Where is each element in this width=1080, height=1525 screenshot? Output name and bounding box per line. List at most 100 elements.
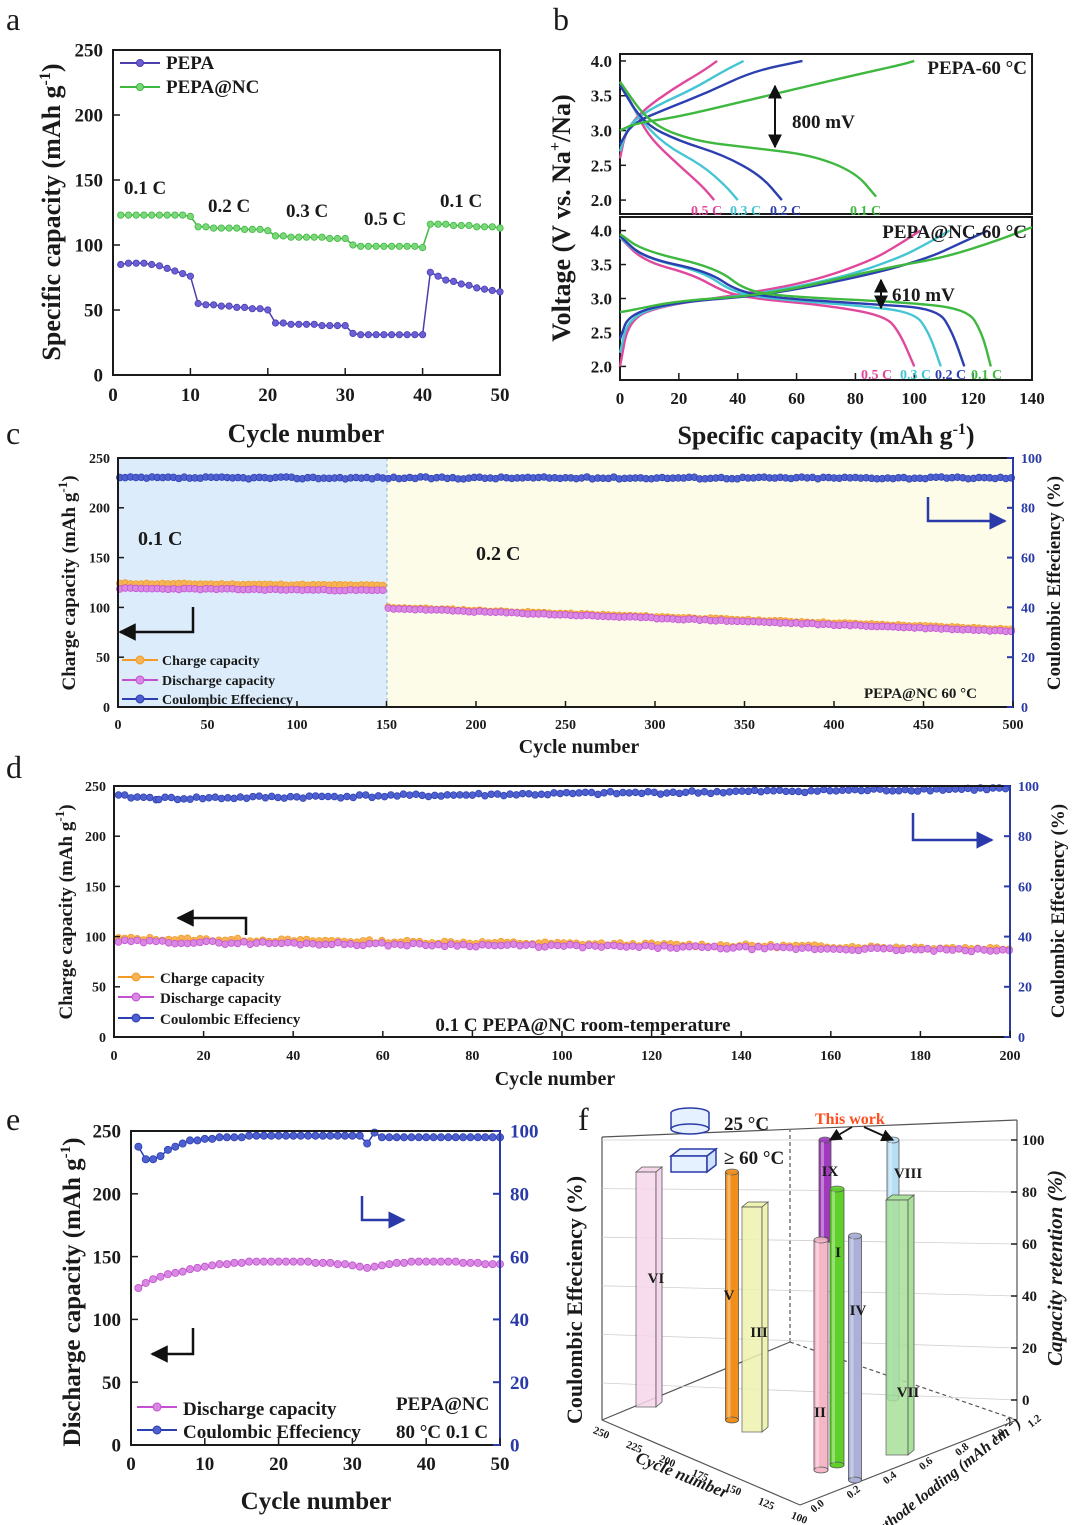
- e-discharge-point: [171, 1268, 180, 1277]
- d-discharge-point: [139, 938, 148, 947]
- e-discharge-point: [333, 1260, 342, 1269]
- point-pepa: [194, 299, 202, 308]
- b-bot-y-tick-label: 3.0: [591, 289, 612, 308]
- panel-b-bottom-title: PEPA@NC-60 °C: [882, 222, 1027, 243]
- d-discharge-point: [378, 939, 386, 947]
- point-pepa-nc: [279, 232, 287, 240]
- d-discharge-point: [271, 939, 280, 948]
- point-pepa-nc: [465, 221, 473, 230]
- d-ce-point: [675, 789, 684, 798]
- d-ce-point: [801, 788, 809, 797]
- a-y-tick-label: 0: [94, 366, 104, 387]
- d-ce-point: [242, 794, 251, 802]
- point-pepa-nc: [225, 224, 233, 232]
- d-discharge-point: [823, 945, 831, 953]
- e-ce-point: [200, 1134, 209, 1143]
- point-pepa: [155, 262, 164, 270]
- d-discharge-point: [810, 945, 819, 954]
- e-discharge-point: [156, 1272, 165, 1281]
- d-discharge-point: [428, 942, 436, 950]
- d-discharge-point: [472, 942, 480, 951]
- voltage-gap-top: 800 mV: [792, 112, 855, 133]
- d-ce-point: [393, 792, 401, 800]
- e-discharge-point: [149, 1275, 158, 1284]
- d-ce-point: [336, 794, 345, 802]
- y-axis-label-b: Voltage (V vs. Na+/Na): [547, 94, 576, 341]
- bar-label-i: I: [835, 1245, 841, 1261]
- e-ce-point: [281, 1131, 290, 1140]
- d-ce-point: [863, 786, 872, 795]
- e-discharge-point: [355, 1262, 364, 1271]
- d-discharge-point: [171, 939, 179, 948]
- d-discharge-point: [447, 940, 455, 948]
- d-x-tick-label: 160: [820, 1049, 841, 1064]
- bar-iii: [740, 1201, 770, 1433]
- point-pepa: [449, 277, 458, 285]
- panel-e: e 0 10 20 30 40 50050100150200250020406080100…: [6, 1101, 539, 1515]
- b-x-tick-label: 100: [902, 389, 928, 408]
- e-discharge-point: [422, 1257, 431, 1266]
- panel-c: c 0 50 100 150 200 250 300 350 400 450 50005010015…: [6, 415, 1065, 758]
- b-x-tick-label: 80: [847, 389, 864, 408]
- f-right-tick-label: 100: [1022, 1133, 1045, 1149]
- legend-entry-c-discharge: Discharge capacity: [162, 674, 275, 689]
- e-ce-point: [333, 1131, 342, 1140]
- y2-axis-label-c: Coulombic Effeciency (%): [1044, 476, 1065, 690]
- d-discharge-point: [647, 942, 656, 951]
- legend-d: Charge capacity Discharge capacity Coulo…: [118, 971, 301, 1028]
- point-pepa-nc: [388, 242, 396, 250]
- d-ce-point: [851, 785, 859, 794]
- point-pepa: [318, 321, 326, 330]
- d-discharge-point: [121, 936, 129, 945]
- d-ce-point: [550, 789, 558, 797]
- d-discharge-point: [748, 945, 756, 954]
- series-group-b: [618, 59, 1033, 367]
- e-ce-point: [149, 1155, 158, 1164]
- d-x-tick-label: 20: [197, 1049, 211, 1064]
- e-discharge-point: [363, 1263, 372, 1272]
- d-discharge-point: [861, 945, 869, 953]
- d-ce-point: [293, 793, 301, 801]
- d-ce-point: [569, 789, 577, 798]
- e-ce-point: [466, 1133, 475, 1142]
- point-pepa: [295, 320, 303, 328]
- point-pepa-nc: [403, 242, 411, 250]
- d-ce-point: [468, 791, 477, 799]
- e-ce-point: [252, 1131, 261, 1140]
- e-y2-tick-label: 0: [510, 1436, 520, 1457]
- e-discharge-point: [459, 1258, 468, 1267]
- d-ce-point: [882, 787, 891, 795]
- d-ce-point: [330, 792, 339, 801]
- d-discharge-point: [541, 943, 549, 951]
- panel-f: f 0204060801002502252001751501251000.00.…: [562, 1101, 1067, 1525]
- d-ce-point: [725, 788, 734, 796]
- e-discharge-point: [481, 1260, 490, 1269]
- d-ce-point: [305, 792, 314, 800]
- d-discharge-point: [415, 940, 424, 948]
- d-ce-point: [374, 792, 383, 800]
- point-pepa: [179, 269, 187, 278]
- e-discharge-point: [186, 1265, 195, 1274]
- e-ce-point: [444, 1133, 453, 1142]
- e-x-tick-label: 30: [343, 1454, 362, 1475]
- d-discharge-point: [848, 946, 857, 954]
- f-x-tick-label: 175: [690, 1467, 710, 1484]
- bar-label-ix: IX: [822, 1164, 839, 1180]
- e-ce-point: [237, 1133, 246, 1142]
- d-discharge-point: [434, 940, 443, 949]
- e-discharge-point: [318, 1258, 327, 1267]
- e-ce-point: [193, 1136, 202, 1145]
- c-x-tick-label: 100: [287, 718, 308, 733]
- d-discharge-point: [679, 943, 687, 951]
- e-ce-point: [311, 1131, 320, 1140]
- d-discharge-point: [911, 946, 919, 954]
- d-discharge-point: [999, 945, 1007, 954]
- a-x-tick-label: 20: [258, 385, 277, 406]
- d-ce-point: [562, 788, 571, 797]
- e-ce-point: [473, 1133, 482, 1142]
- d-ce-point: [362, 791, 370, 799]
- d-ce-point: [525, 789, 533, 798]
- point-pepa: [171, 267, 179, 275]
- d-ce-point: [217, 794, 226, 803]
- f-z-tick-label: 0.4: [881, 1469, 900, 1487]
